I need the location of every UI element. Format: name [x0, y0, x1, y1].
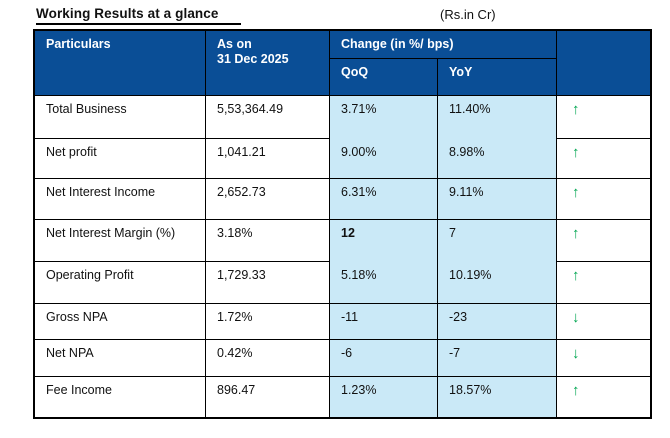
cell-particulars: Net profit — [35, 139, 206, 179]
cell-yoy: 10.19% — [438, 262, 557, 304]
trend-up-icon: ↑ — [572, 101, 580, 118]
cell-particulars: Gross NPA — [35, 304, 206, 340]
as-on-line2: 31 Dec 2025 — [217, 52, 289, 66]
cell-as-on: 1,041.21 — [206, 139, 330, 179]
cell-particulars: Net NPA — [35, 340, 206, 377]
col-header-particulars: Particulars — [35, 31, 206, 96]
col-header-yoy: YoY — [438, 59, 557, 96]
table-row: Net profit 1,041.21 9.00% 8.98% ↑ — [35, 139, 650, 179]
cell-yoy: 11.40% — [438, 96, 557, 139]
table-row: Gross NPA 1.72% -11 -23 ↓ — [35, 304, 650, 340]
cell-qoq: 9.00% — [330, 139, 438, 179]
cell-as-on: 3.18% — [206, 220, 330, 262]
cell-as-on: 0.42% — [206, 340, 330, 377]
results-table: Particulars As on 31 Dec 2025 Change (in… — [33, 29, 652, 419]
cell-as-on: 1,729.33 — [206, 262, 330, 304]
table-row: Fee Income 896.47 1.23% 18.57% ↑ — [35, 377, 650, 417]
trend-up-icon: ↑ — [572, 382, 580, 399]
title-bar: Working Results at a glance (Rs.in Cr) — [36, 6, 636, 25]
col-header-change-group: Change (in %/ bps) — [330, 31, 557, 59]
page-title: Working Results at a glance — [36, 6, 241, 25]
cell-particulars: Net Interest Margin (%) — [35, 220, 206, 262]
cell-trend: ↑ — [557, 262, 650, 304]
cell-yoy: 18.57% — [438, 377, 557, 417]
trend-up-icon: ↑ — [572, 225, 580, 242]
trend-up-icon: ↑ — [572, 184, 580, 201]
table-row: Net Interest Margin (%) 3.18% 12 7 ↑ — [35, 220, 650, 262]
cell-yoy: -23 — [438, 304, 557, 340]
table-row: Total Business 5,53,364.49 3.71% 11.40% … — [35, 96, 650, 139]
cell-qoq: 5.18% — [330, 262, 438, 304]
cell-trend: ↑ — [557, 179, 650, 220]
table-header-row-2: QoQ YoY — [35, 59, 650, 96]
trend-down-icon: ↓ — [572, 309, 580, 326]
col-header-as-on: As on 31 Dec 2025 — [206, 31, 330, 96]
cell-as-on: 1.72% — [206, 304, 330, 340]
cell-yoy: 7 — [438, 220, 557, 262]
unit-label: (Rs.in Cr) — [440, 7, 496, 22]
cell-trend: ↑ — [557, 96, 650, 139]
col-header-trend — [557, 31, 650, 96]
cell-trend: ↑ — [557, 220, 650, 262]
cell-as-on: 5,53,364.49 — [206, 96, 330, 139]
as-on-line1: As on — [217, 37, 252, 51]
trend-down-icon: ↓ — [572, 345, 580, 362]
table-row: Net NPA 0.42% -6 -7 ↓ — [35, 340, 650, 377]
cell-qoq: 6.31% — [330, 179, 438, 220]
cell-qoq: -6 — [330, 340, 438, 377]
col-header-qoq: QoQ — [330, 59, 438, 96]
cell-qoq: 12 — [330, 220, 438, 262]
cell-particulars: Operating Profit — [35, 262, 206, 304]
table-row: Operating Profit 1,729.33 5.18% 10.19% ↑ — [35, 262, 650, 304]
cell-as-on: 896.47 — [206, 377, 330, 417]
cell-qoq: 1.23% — [330, 377, 438, 417]
cell-trend: ↓ — [557, 340, 650, 377]
trend-up-icon: ↑ — [572, 144, 580, 161]
cell-qoq: -11 — [330, 304, 438, 340]
trend-up-icon: ↑ — [572, 267, 580, 284]
table-row: Net Interest Income 2,652.73 6.31% 9.11%… — [35, 179, 650, 220]
cell-particulars: Fee Income — [35, 377, 206, 417]
cell-trend: ↓ — [557, 304, 650, 340]
cell-yoy: 8.98% — [438, 139, 557, 179]
cell-yoy: -7 — [438, 340, 557, 377]
cell-as-on: 2,652.73 — [206, 179, 330, 220]
table-header-row-1: Particulars As on 31 Dec 2025 Change (in… — [35, 31, 650, 96]
cell-yoy: 9.11% — [438, 179, 557, 220]
cell-trend: ↑ — [557, 377, 650, 417]
cell-qoq: 3.71% — [330, 96, 438, 139]
cell-particulars: Total Business — [35, 96, 206, 139]
cell-trend: ↑ — [557, 139, 650, 179]
cell-particulars: Net Interest Income — [35, 179, 206, 220]
